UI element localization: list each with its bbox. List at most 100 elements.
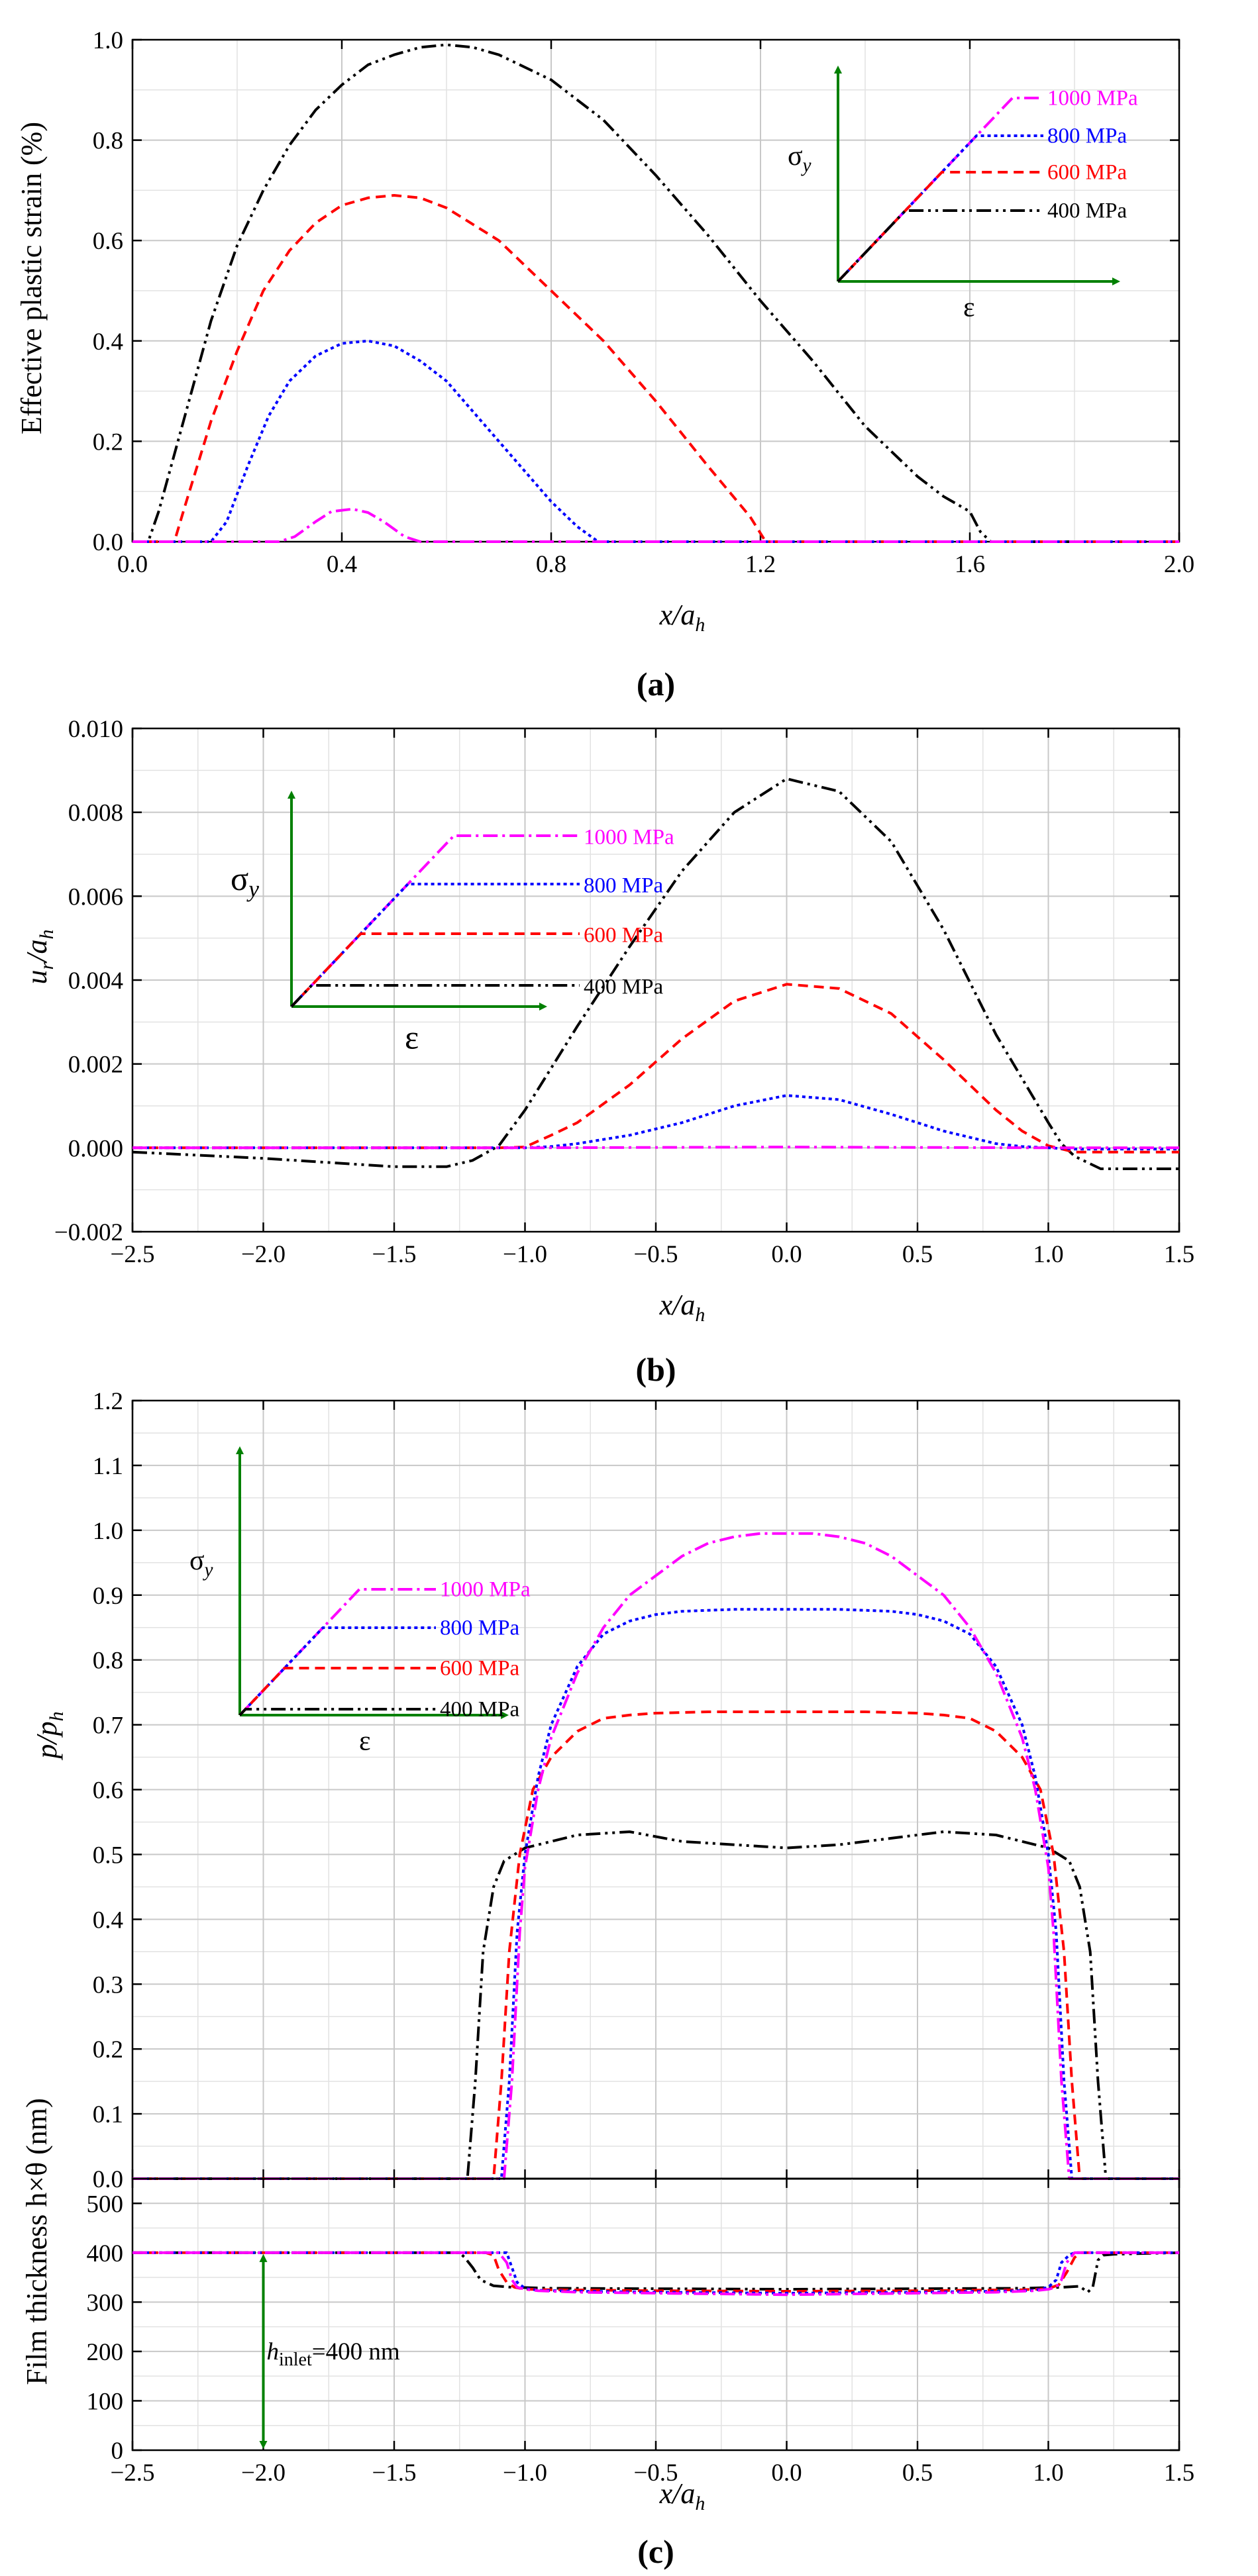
panel-b: −0.0020.0000.0020.0040.0060.0080.010−2.5… [21, 716, 1194, 1388]
x-tick-label: 1.0 [1033, 1241, 1063, 1268]
series-group-c-top [132, 1532, 1179, 2180]
series-line-400-mpa [132, 1830, 1179, 2180]
ylabel-a: Effective plastic strain (%) [15, 122, 48, 434]
y-tick-label: 1.1 [93, 1453, 123, 1480]
legend-label-800-mpa: 800 MPa [1047, 124, 1127, 148]
x-tick-label: 0.4 [327, 551, 357, 578]
legend-label-800-mpa: 800 MPa [584, 874, 663, 898]
y-tick-label: 0.8 [93, 1648, 123, 1675]
y-tick-label: 0.6 [93, 228, 123, 255]
inset-epsilon-label: ε [359, 1726, 371, 1756]
inset-legend-2: σy ε 1000 MPa 800 MPa 600 MPa 400 MPa [189, 1446, 531, 1756]
y-ticks-c-top: 0.0 0.1 0.2 0.3 0.4 0.5 0.6 0.7 0.8 0.9 1.0 1.1 1.2 [93, 1388, 1179, 2193]
x-ticks-c-top [131, 1401, 1180, 2179]
legend-label-1000-mpa: 1000 MPa [440, 1577, 531, 1601]
y-tick-label: 200 [87, 2339, 124, 2366]
x-tick-label: 0.0 [771, 2459, 802, 2487]
y-tick-label: 0.4 [93, 1907, 123, 1934]
inset-sigma-label: σy [231, 860, 259, 902]
y-ticks-a: 0.0 0.2 0.4 0.6 0.8 1.0 [93, 27, 1179, 556]
x-tick-label: −2.0 [241, 2459, 286, 2487]
series-line-1000-mpa [132, 2251, 1179, 2297]
y-tick-label: −0.002 [54, 1219, 123, 1246]
y-tick-label: 300 [87, 2289, 124, 2316]
inset-epsilon-label: ε [963, 292, 975, 322]
y-tick-label: 0.3 [93, 1971, 123, 1999]
y-tick-label: 0.008 [68, 800, 123, 827]
series-group-b [132, 777, 1179, 1170]
legend-label-1000-mpa: 1000 MPa [584, 826, 674, 850]
y-tick-label: 0.6 [93, 1777, 123, 1805]
x-tick-label: −1.5 [372, 1241, 416, 1268]
panel-a: 0.0 0.2 0.4 0.6 0.8 1.0 0.0 0.4 0.8 1.2 1.6 2.0 σy ε 1… [15, 27, 1194, 703]
y-ticks-b: −0.002 0.000 0.002 0.004 0.006 0.008 0.010 [54, 716, 1179, 1246]
series-line-1000-mpa [132, 1146, 1179, 1150]
x-tick-label: 0.5 [902, 1241, 933, 1268]
inset-legend-1: σy ε 1000 MPa 800 MPa 600 MPa 400 MPa [231, 791, 674, 1056]
x-tick-label: 1.5 [1164, 2459, 1194, 2487]
series-line-800-mpa [132, 339, 1179, 543]
plot-area-c-top: 0.0 0.1 0.2 0.3 0.4 0.5 0.6 0.7 0.8 0.9 1.0 1.1 1.2 σ… [93, 1388, 1180, 2193]
panel-label-a: (a) [637, 666, 675, 703]
x-tick-label: −2.5 [110, 1241, 154, 1268]
grid-c-bottom [132, 2179, 1180, 2451]
x-tick-label: −1.5 [372, 2459, 416, 2487]
x-tick-label: 2.0 [1164, 551, 1194, 578]
grid-c-top [132, 1400, 1180, 2179]
y-tick-label: 0.0 [93, 529, 123, 556]
x-tick-label: −2.0 [241, 1241, 286, 1268]
y-tick-label: 0.010 [68, 716, 123, 743]
y-tick-label: 0.2 [93, 428, 123, 456]
y-tick-label: 0.2 [93, 2036, 123, 2063]
y-tick-label: 0.0 [93, 2166, 123, 2193]
y-tick-label: 1.0 [93, 1518, 123, 1545]
xlabel-b: x/ah [659, 1289, 706, 1326]
x-tick-label: 1.2 [745, 551, 776, 578]
y-tick-label: 0.006 [68, 883, 123, 911]
series-line-600-mpa [132, 194, 1179, 543]
x-tick-label: 0.5 [902, 2459, 933, 2487]
y-tick-label: 100 [87, 2388, 124, 2415]
y-tick-label: 1.2 [93, 1388, 123, 1415]
inset-line-400-mpa [837, 209, 1043, 283]
series-line-400-mpa [132, 2251, 1179, 2294]
y-tick-label: 0.000 [68, 1135, 123, 1162]
inset-line-1000-mpa [238, 1588, 436, 1716]
inset-line-600-mpa [837, 171, 1043, 283]
inset-legend-0: σy ε 1000 MPa 800 MPa 600 MPa 400 MPa [788, 66, 1138, 322]
series-line-400-mpa [132, 43, 1179, 543]
series-line-800-mpa [132, 2251, 1179, 2295]
x-tick-label: −1.0 [503, 2459, 547, 2487]
panel-label-c: (c) [637, 2533, 674, 2570]
series-line-800-mpa [132, 1608, 1179, 2180]
xlabel-c: x/ah [659, 2477, 706, 2514]
x-tick-label: 1.5 [1164, 1241, 1194, 1268]
x-ticks-b: −2.5 −2.0 −1.5 −1.0 −0.5 0.0 0.5 1.0 1.5 [110, 728, 1194, 1268]
legend-label-400-mpa: 400 MPa [584, 975, 663, 999]
ylabel-c-top: p/ph [30, 1711, 68, 1760]
inset-line-600-mpa [238, 1667, 436, 1716]
x-tick-label: −0.5 [633, 1241, 678, 1268]
inset-line-800-mpa [290, 883, 580, 1008]
y-tick-label: 0.002 [68, 1052, 123, 1079]
inset-line-800-mpa [837, 134, 1043, 283]
xlabel-a: x/ah [659, 599, 706, 636]
y-tick-label: 0.1 [93, 2101, 123, 2128]
legend-label-600-mpa: 600 MPa [1047, 160, 1127, 184]
y-tick-label: 500 [87, 2191, 124, 2218]
inset-sigma-label: σy [189, 1546, 213, 1581]
y-tick-label: 0.9 [93, 1583, 123, 1610]
inset-sigma-label: σy [788, 141, 812, 176]
legend-label-1000-mpa: 1000 MPa [1047, 86, 1138, 110]
y-tick-label: 0.4 [93, 328, 123, 356]
inset-line-400-mpa [238, 1708, 436, 1716]
plot-area-a: 0.0 0.2 0.4 0.6 0.8 1.0 0.0 0.4 0.8 1.2 1.6 2.0 σy ε 1… [93, 27, 1194, 578]
x-tick-label: −0.5 [633, 2459, 678, 2487]
series-line-1000-mpa [132, 507, 1179, 543]
legend-label-600-mpa: 600 MPa [584, 924, 663, 948]
x-tick-label: −2.5 [110, 2459, 154, 2487]
panel-c: 0.0 0.1 0.2 0.3 0.4 0.5 0.6 0.7 0.8 0.9 1.0 1.1 1.2 σ… [21, 1388, 1194, 2570]
series-line-1000-mpa [132, 1532, 1179, 2180]
